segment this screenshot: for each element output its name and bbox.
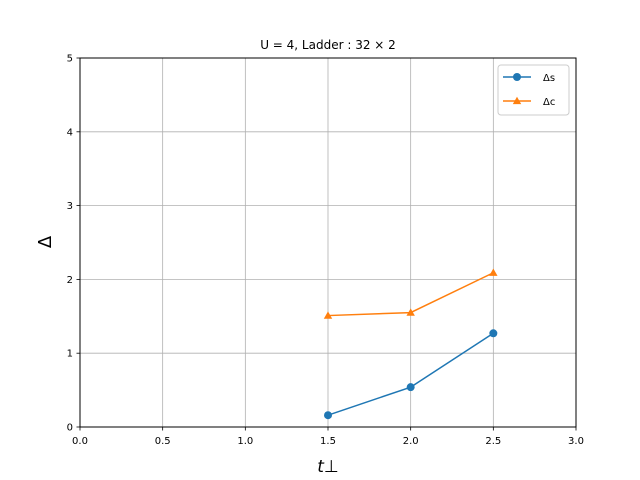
legend-marker — [512, 96, 522, 105]
y-tick-label: 5 — [67, 54, 73, 65]
x-tick-label: 3.0 — [568, 436, 584, 447]
series-layer — [323, 268, 498, 420]
ticks: 0.0 0.5 1.0 1.5 2.0 2.5 3.0 0 1 2 3 4 5 — [67, 54, 584, 448]
chart-title: U = 4, Ladder : 32 × 2 — [260, 38, 396, 52]
x-tick-label: 1.5 — [320, 436, 336, 447]
y-tick-label: 3 — [67, 201, 73, 212]
x-tick-label: 0.5 — [155, 436, 171, 447]
series-1 — [323, 268, 498, 319]
legend-item: Δs — [503, 73, 555, 84]
y-tick-label: 2 — [67, 275, 73, 286]
legend-box — [497, 64, 570, 116]
data-point — [406, 383, 415, 392]
y-tick-label: 4 — [67, 127, 73, 138]
series-0 — [324, 329, 498, 420]
data-point — [489, 268, 498, 276]
data-point — [489, 329, 498, 338]
y-tick-label: 1 — [67, 349, 73, 360]
data-point — [323, 311, 333, 319]
y-tick-label: 0 — [67, 423, 73, 434]
legend-item: Δc — [503, 96, 555, 108]
x-tick-label: 2.5 — [485, 436, 501, 447]
data-point — [324, 411, 332, 420]
legend-label: Δc — [543, 97, 555, 108]
x-tick-label: 2.0 — [403, 436, 419, 447]
legend: Δs Δc — [497, 64, 570, 116]
x-axis-label: t⊥ — [317, 457, 338, 477]
legend-marker — [513, 73, 521, 81]
legend-label: Δs — [543, 73, 555, 84]
data-point — [406, 308, 415, 316]
x-tick-label: 1.0 — [237, 436, 253, 447]
y-axis-label: Δ — [35, 235, 56, 248]
x-tick-label: 0.0 — [72, 436, 88, 447]
